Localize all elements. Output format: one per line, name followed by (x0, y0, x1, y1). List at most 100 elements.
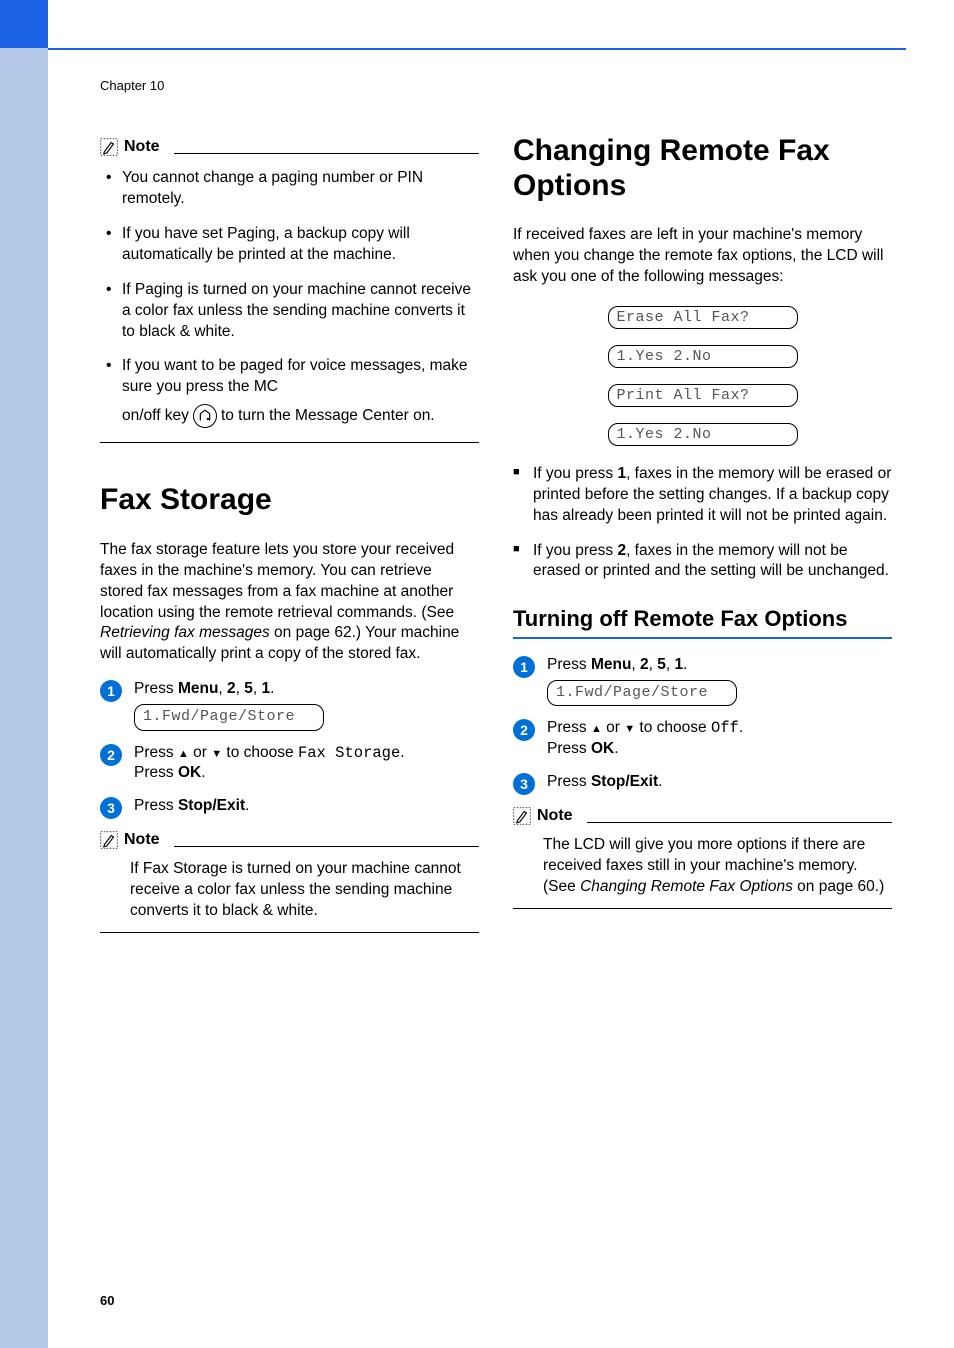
pencil-note-icon (100, 831, 118, 849)
key-ref: 2 (640, 656, 649, 673)
text: . (683, 656, 687, 673)
key-ref: 1 (675, 656, 684, 673)
text: , (253, 680, 262, 697)
message-center-icon (193, 404, 217, 428)
subsection-rule (513, 637, 892, 639)
note-item-text: If you want to be paged for voice messag… (122, 356, 479, 398)
remote-intro: If received faxes are left in your machi… (513, 225, 892, 288)
text: Press (134, 797, 178, 814)
text: , (631, 656, 640, 673)
lcd-stack: Erase All Fax? 1.Yes 2.No Print All Fax?… (513, 302, 892, 446)
key-ref: 1 (617, 465, 626, 482)
page-number: 60 (100, 1293, 114, 1308)
lcd-display: 1.Fwd/Page/Store (134, 704, 324, 730)
text: Press (134, 744, 178, 761)
button-ref: Stop/Exit (591, 773, 658, 790)
lcd-display: 1.Fwd/Page/Store (547, 680, 737, 706)
text: or (189, 744, 211, 761)
text: , (649, 656, 658, 673)
note-block-3: Note The LCD will give you more options … (513, 807, 892, 909)
step-badge-2: 2 (513, 719, 535, 741)
step-3: 3 Press Stop/Exit. (513, 772, 892, 795)
side-accent (0, 48, 48, 1348)
note-item: If you want to be paged for voice messag… (106, 356, 479, 428)
chapter-label: Chapter 10 (100, 78, 164, 93)
text: . (270, 680, 274, 697)
text: . (739, 719, 743, 736)
text: or (602, 719, 624, 736)
step-1: 1 Press Menu, 2, 5, 1. 1.Fwd/Page/Store (100, 679, 479, 730)
text: The fax storage feature lets you store y… (100, 541, 454, 621)
note-label: Note (537, 807, 573, 825)
list-item: If you press 2, faxes in the memory will… (513, 541, 892, 583)
arrow-down-icon (211, 744, 222, 761)
text: on page 60.) (793, 878, 884, 895)
text: to choose (635, 719, 711, 736)
button-ref: OK (178, 764, 201, 781)
step-2: 2 Press or to choose Fax Storage. Press … (100, 743, 479, 785)
square-list: If you press 1, faxes in the memory will… (513, 464, 892, 583)
button-ref: OK (591, 740, 614, 757)
page: Chapter 10 Note You cannot change a pagi… (0, 0, 954, 1348)
lcd-display: 1.Yes 2.No (608, 423, 798, 446)
note-item: If you have set Paging, a backup copy wi… (106, 224, 479, 266)
text: . (614, 740, 618, 757)
right-column: Changing Remote Fax Options If received … (513, 134, 892, 943)
note-item-text: to turn the Message Center on. (221, 406, 435, 427)
corner-accent (0, 0, 48, 48)
lcd-display: Print All Fax? (608, 384, 798, 407)
note-item-text: on/off key (122, 406, 189, 427)
step-badge-1: 1 (100, 680, 122, 702)
lcd-display: Erase All Fax? (608, 306, 798, 329)
content-columns: Note You cannot change a paging number o… (100, 134, 892, 943)
note-list: You cannot change a paging number or PIN… (100, 168, 479, 428)
step-badge-3: 3 (513, 773, 535, 795)
section-heading-changing-remote: Changing Remote Fax Options (513, 134, 892, 203)
note-block-2: Note If Fax Storage is turned on your ma… (100, 831, 479, 933)
key-ref: 2 (617, 542, 626, 559)
pencil-note-icon (513, 807, 531, 825)
arrow-down-icon (624, 719, 635, 736)
arrow-up-icon (591, 719, 602, 736)
left-column: Note You cannot change a paging number o… (100, 134, 479, 943)
header-rule (48, 48, 906, 50)
text: Press (547, 719, 591, 736)
note-label: Note (124, 138, 160, 156)
text: , (236, 680, 245, 697)
text-italic: Changing Remote Fax Options (580, 878, 793, 895)
text: Press (547, 740, 591, 757)
text: Press (547, 656, 591, 673)
lcd-display: 1.Yes 2.No (608, 345, 798, 368)
section-heading-fax-storage: Fax Storage (100, 483, 479, 518)
button-ref: Menu (591, 656, 631, 673)
fax-storage-intro: The fax storage feature lets you store y… (100, 540, 479, 666)
pencil-note-icon (100, 138, 118, 156)
note-label: Note (124, 831, 160, 849)
key-ref: 1 (262, 680, 271, 697)
text: , (218, 680, 227, 697)
note-item: You cannot change a paging number or PIN… (106, 168, 479, 210)
button-ref: Stop/Exit (178, 797, 245, 814)
arrow-up-icon (178, 744, 189, 761)
text-italic: Retrieving fax messages (100, 624, 270, 641)
text: . (658, 773, 662, 790)
key-ref: 5 (244, 680, 253, 697)
note-text: If Fax Storage is turned on your machine… (100, 859, 479, 922)
step-3: 3 Press Stop/Exit. (100, 796, 479, 819)
text: Press (547, 773, 591, 790)
button-ref: Menu (178, 680, 218, 697)
mono-text: Off (711, 719, 739, 737)
text: Press (134, 764, 178, 781)
key-ref: 5 (657, 656, 666, 673)
key-ref: 2 (227, 680, 236, 697)
text: to choose (222, 744, 298, 761)
mono-text: Fax Storage (298, 744, 400, 762)
subsection-heading-turning-off: Turning off Remote Fax Options (513, 606, 892, 632)
step-badge-2: 2 (100, 744, 122, 766)
text: . (201, 764, 205, 781)
step-badge-3: 3 (100, 797, 122, 819)
note-text: The LCD will give you more options if th… (513, 835, 892, 898)
note-item: If Paging is turned on your machine cann… (106, 280, 479, 343)
list-item: If you press 1, faxes in the memory will… (513, 464, 892, 527)
step-badge-1: 1 (513, 656, 535, 678)
